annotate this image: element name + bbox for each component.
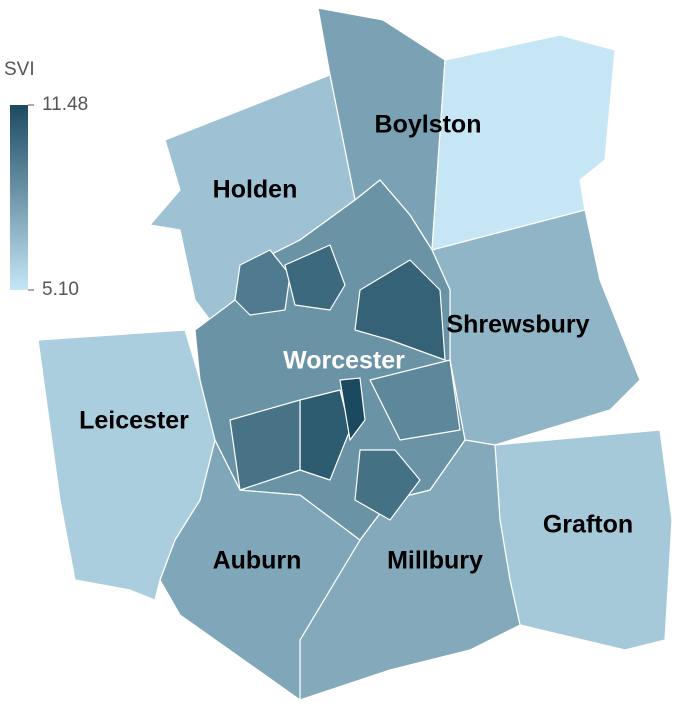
tract: [369, 359, 461, 441]
regions: [37, 7, 673, 701]
tract: [234, 249, 291, 316]
town: [37, 329, 216, 601]
tract: [284, 244, 346, 311]
town-label: Grafton: [543, 511, 633, 539]
town-label: Holden: [213, 176, 298, 204]
town-label: Leicester: [79, 407, 189, 435]
tick-label: 11.48: [42, 94, 88, 115]
tract: [354, 449, 421, 521]
town-label: Worcester: [283, 347, 405, 375]
legend-ticks: 11.48 5.10: [28, 94, 88, 300]
town: [494, 429, 673, 651]
colorbar: [10, 105, 28, 290]
town: [431, 34, 616, 251]
town-label: Shrewsbury: [446, 311, 589, 339]
town-label: Boylston: [375, 111, 482, 139]
tract: [339, 377, 366, 441]
town-label: Auburn: [213, 547, 302, 575]
tract: [354, 259, 446, 361]
tract: [229, 399, 301, 491]
town-label: Millbury: [387, 547, 483, 575]
tick-label: 5.10: [42, 279, 79, 300]
legend-title: SVI: [4, 59, 35, 80]
